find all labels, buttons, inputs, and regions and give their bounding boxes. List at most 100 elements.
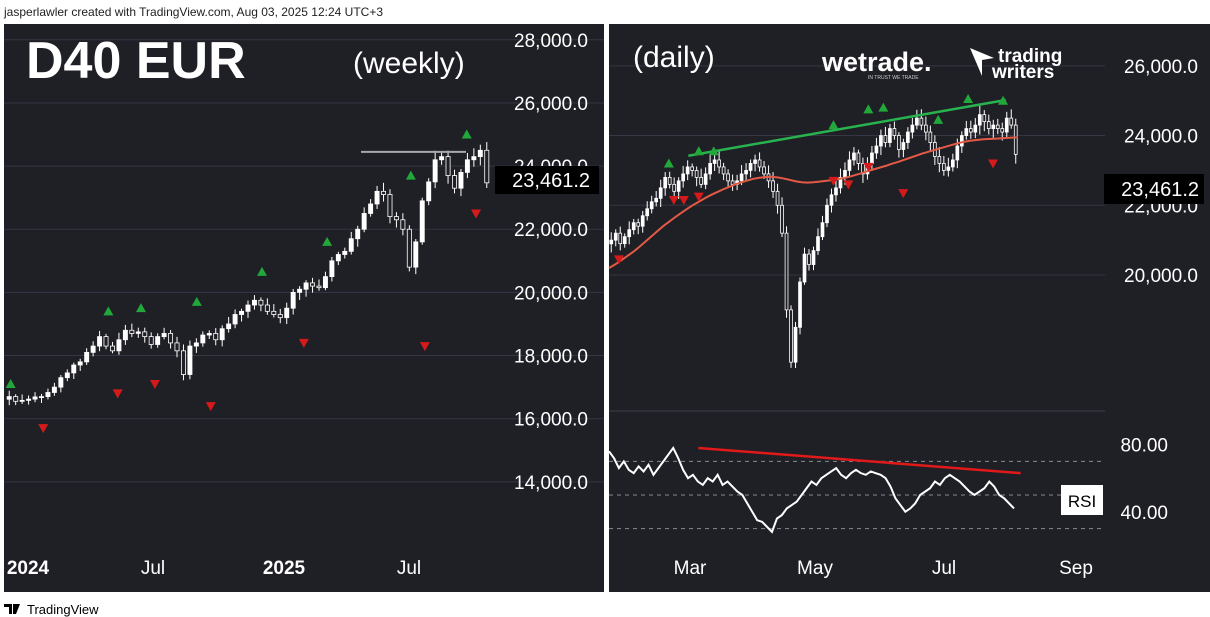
weekly-candle <box>103 333 109 350</box>
daily-candle <box>649 195 654 214</box>
weekly-y-tick-label: 20,000.0 <box>514 283 588 304</box>
daily-candle <box>942 155 946 176</box>
daily-candle <box>699 168 703 188</box>
weekly-chart-panel[interactable]: 28,000.026,000.024,000.022,000.020,000.0… <box>4 24 604 592</box>
daily-candle <box>973 117 978 139</box>
weekly-swing-arrows <box>5 129 482 434</box>
daily-swing-low-arrow <box>988 159 999 169</box>
daily-y-tick-label: 26,000.0 <box>1124 57 1198 78</box>
daily-candle <box>694 166 699 187</box>
weekly-candle <box>155 333 161 348</box>
daily-candle <box>915 109 919 130</box>
weekly-candle <box>426 178 432 206</box>
weekly-swing-low-arrow <box>419 342 430 352</box>
daily-swing-low-arrow <box>693 192 704 202</box>
weekly-swing-low-arrow <box>205 402 216 412</box>
weekly-swing-high-arrow <box>256 266 267 276</box>
weekly-candle <box>64 369 70 382</box>
weekly-candle <box>413 238 419 275</box>
rsi-y-tick-label: 40.00 <box>1120 503 1168 524</box>
daily-candle <box>672 177 677 198</box>
daily-candle <box>762 161 766 179</box>
weekly-candle <box>142 327 148 343</box>
tradingview-footer[interactable]: TradingView <box>4 602 99 617</box>
daily-candle <box>950 153 955 172</box>
daily-swing-low-arrow <box>678 196 689 206</box>
daily-candle <box>892 121 897 140</box>
weekly-candle <box>245 300 251 318</box>
weekly-y-tick-label: 26,000.0 <box>514 94 588 115</box>
weekly-candle <box>193 338 199 353</box>
weekly-candle <box>303 280 309 297</box>
tradingview-logo-icon <box>4 604 20 614</box>
daily-swing-low-arrow <box>863 162 874 172</box>
weekly-x-tick-label: Jul <box>141 558 165 579</box>
trading-writers-line1: trading <box>998 46 1062 67</box>
weekly-candle <box>6 390 12 406</box>
daily-candle <box>622 233 627 248</box>
daily-candle <box>753 154 757 172</box>
daily-candle <box>784 226 789 318</box>
weekly-candle <box>374 185 380 209</box>
daily-candle <box>627 221 632 245</box>
daily-last-price-badge <box>1104 174 1204 204</box>
daily-y-tick-label: 24,000.0 <box>1124 127 1198 148</box>
daily-candle <box>820 215 825 241</box>
daily-candle <box>888 123 892 148</box>
weekly-candle <box>251 295 257 310</box>
weekly-candle <box>368 199 374 217</box>
daily-candle <box>879 129 883 156</box>
weekly-candle <box>200 331 206 347</box>
weekly-candle <box>116 332 122 355</box>
weekly-swing-low-arrow <box>298 338 309 348</box>
weekly-candle <box>271 304 277 318</box>
daily-moving-average-line <box>608 136 1019 269</box>
rsi-y-tick-label: 80.00 <box>1120 436 1168 457</box>
weekly-candle <box>458 168 464 197</box>
rsi-y-axis: 80.00 40.00 <box>1120 436 1168 524</box>
daily-swing-high-arrow <box>663 158 674 168</box>
weekly-candle <box>393 212 399 228</box>
rsi-label-badge <box>1061 485 1103 515</box>
weekly-candle <box>13 394 19 406</box>
weekly-y-tick-label: 18,000.0 <box>514 347 588 368</box>
daily-swing-high-arrow <box>998 95 1009 105</box>
weekly-panel-background <box>4 24 604 592</box>
weekly-candle <box>213 328 219 346</box>
weekly-swing-high-arrow <box>103 306 114 316</box>
weekly-candle <box>58 375 64 393</box>
daily-candle <box>856 149 861 171</box>
weekly-x-tick-label: Jul <box>397 558 421 579</box>
weekly-x-axis: 2024 Jul 2025 Jul <box>7 558 421 579</box>
daily-candle <box>847 151 852 177</box>
weekly-candle <box>348 231 354 255</box>
daily-candle <box>676 177 681 199</box>
daily-candle <box>919 109 924 131</box>
weekly-swing-low-arrow <box>38 424 49 434</box>
daily-candle <box>964 120 969 140</box>
weekly-candle <box>232 309 238 329</box>
weekly-swing-high-arrow <box>135 303 146 313</box>
daily-candle <box>1009 109 1014 129</box>
daily-candle <box>789 305 793 368</box>
daily-candle <box>609 232 614 253</box>
daily-chart-panel[interactable]: 26,000.024,000.022,000.020,000.0 (daily)… <box>608 24 1210 592</box>
daily-candle <box>946 157 951 177</box>
weekly-candle <box>258 297 264 312</box>
weekly-last-price-badge <box>495 166 599 194</box>
weekly-swing-high-arrow <box>5 378 16 388</box>
weekly-candle <box>39 393 44 403</box>
weekly-candle <box>181 344 186 381</box>
daily-candle <box>685 160 690 181</box>
daily-candle <box>757 152 762 172</box>
daily-candle <box>681 165 685 188</box>
daily-candle <box>798 277 802 335</box>
trading-writers-line2: writers <box>991 62 1054 83</box>
weekly-candle <box>187 340 193 380</box>
weekly-subtitle: (weekly) <box>353 47 465 80</box>
weekly-candle <box>226 316 232 333</box>
weekly-candle <box>174 336 180 358</box>
weekly-candle <box>329 256 335 282</box>
daily-candle <box>654 191 659 207</box>
